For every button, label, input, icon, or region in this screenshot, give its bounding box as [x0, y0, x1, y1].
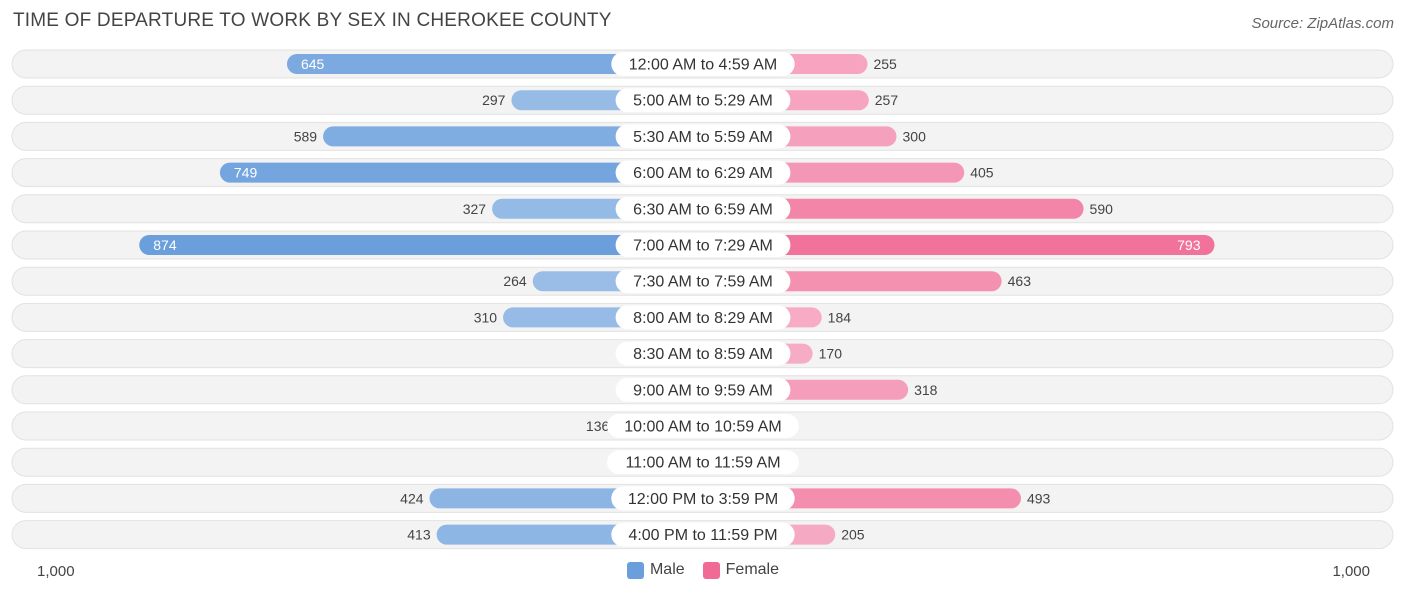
- category-label: 12:00 AM to 4:59 AM: [629, 57, 778, 74]
- data-label-female: 255: [873, 56, 897, 72]
- bar-female: [693, 235, 1215, 255]
- bar-male: [139, 235, 713, 255]
- data-label-female: 590: [1090, 201, 1114, 217]
- bar-male: [286, 54, 713, 74]
- category-label-pill: [615, 160, 791, 185]
- data-label-male: 264: [503, 273, 527, 289]
- bar-male: [219, 162, 713, 183]
- category-label: 6:00 AM to 6:29 AM: [633, 165, 773, 182]
- legend-label-male: Male: [649, 561, 685, 578]
- legend: Male Female: [0, 561, 1406, 579]
- legend-swatch-female: [702, 561, 720, 579]
- category-label-pill: [615, 233, 791, 257]
- category-label: 7:30 AM to 7:59 AM: [633, 274, 773, 291]
- data-label-male: 310: [474, 309, 498, 325]
- data-label-male: 327: [463, 201, 487, 217]
- category-label-pill: [615, 124, 791, 149]
- chart-source: Source: ZipAtlas.com: [1251, 15, 1394, 32]
- category-label: 5:00 AM to 5:29 AM: [633, 93, 773, 110]
- category-label: 11:00 AM to 11:59 AM: [625, 455, 780, 472]
- data-label-female: 300: [903, 128, 927, 144]
- bar-female: [693, 198, 1084, 219]
- category-label: 8:30 AM to 8:59 AM: [633, 346, 773, 363]
- category-label: 8:00 AM to 8:29 AM: [633, 310, 773, 327]
- bar-male: [323, 126, 713, 147]
- category-label-pill: [611, 522, 795, 547]
- legend-item-female: Female: [702, 561, 780, 579]
- data-label-male: 413: [407, 527, 431, 543]
- data-label-female: 405: [970, 165, 994, 181]
- data-label-male: 749: [234, 165, 258, 181]
- category-label: 5:30 AM to 5:59 AM: [633, 129, 773, 146]
- data-label-male: 424: [400, 490, 424, 506]
- data-label-female: 257: [875, 92, 899, 108]
- category-label: 6:30 AM to 6:59 AM: [633, 201, 773, 218]
- data-label-male: 874: [153, 237, 177, 253]
- category-label: 12:00 PM to 3:59 PM: [628, 491, 778, 508]
- data-label-male: 589: [294, 128, 318, 144]
- data-label-female: 318: [914, 382, 938, 398]
- category-label-pill: [615, 341, 791, 366]
- category-label-pill: [607, 414, 799, 438]
- legend-label-female: Female: [725, 561, 780, 578]
- data-label-male: 645: [301, 56, 325, 72]
- legend-swatch-male: [626, 561, 644, 579]
- data-label-female: 493: [1027, 490, 1051, 506]
- legend-item-male: Male: [626, 561, 685, 579]
- category-label-pill: [611, 52, 795, 76]
- chart-title: TIME OF DEPARTURE TO WORK BY SEX IN CHER…: [13, 10, 612, 31]
- data-label-female: 184: [828, 309, 852, 325]
- category-label-pill: [615, 377, 791, 402]
- data-label-male: 297: [482, 92, 506, 108]
- category-label: 4:00 PM to 11:59 PM: [628, 527, 777, 544]
- category-label: 7:00 AM to 7:29 AM: [633, 238, 773, 255]
- data-label-female: 793: [1177, 237, 1201, 253]
- category-label: 9:00 AM to 9:59 AM: [633, 382, 773, 399]
- category-label-pill: [615, 305, 791, 330]
- category-label-pill: [615, 88, 791, 113]
- category-label-pill: [611, 486, 795, 511]
- category-label: 10:00 AM to 10:59 AM: [624, 419, 781, 436]
- category-label-pill: [615, 196, 791, 221]
- category-label-pill: [615, 269, 791, 294]
- data-label-female: 463: [1008, 273, 1032, 289]
- category-label-pill: [607, 450, 799, 475]
- axis-right-tick-label: 1,000: [1332, 563, 1370, 580]
- axis-left-tick-label: 1,000: [37, 563, 75, 580]
- data-label-male: 136: [586, 418, 610, 434]
- data-label-female: 205: [841, 527, 865, 543]
- data-label-female: 170: [819, 346, 843, 362]
